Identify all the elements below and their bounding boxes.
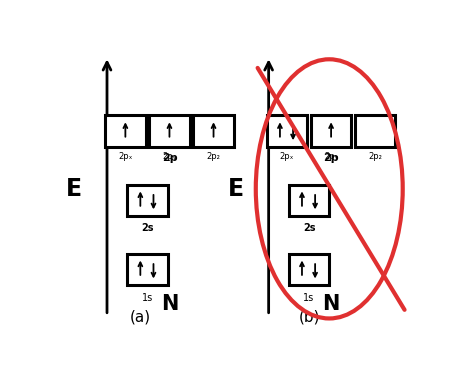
Text: 2s: 2s <box>141 223 154 233</box>
Text: E: E <box>66 177 82 201</box>
Bar <box>149 116 190 147</box>
Text: 2pᵧ: 2pᵧ <box>324 152 338 161</box>
Bar <box>311 116 351 147</box>
Text: 2p: 2p <box>323 153 339 163</box>
Text: 1s: 1s <box>303 292 315 303</box>
Bar <box>105 116 146 147</box>
Text: 2s: 2s <box>303 223 315 233</box>
Text: 2pₓ: 2pₓ <box>280 152 294 161</box>
Text: 2p: 2p <box>162 153 177 163</box>
Text: 1s: 1s <box>142 292 153 303</box>
Text: 2p₂: 2p₂ <box>368 152 382 161</box>
Text: (a): (a) <box>129 309 151 324</box>
Bar <box>289 254 329 285</box>
Text: 2p₂: 2p₂ <box>207 152 220 161</box>
Bar <box>355 116 395 147</box>
Bar <box>267 116 307 147</box>
Bar <box>289 184 329 216</box>
Bar <box>193 116 234 147</box>
Text: 2pᵧ: 2pᵧ <box>163 152 176 161</box>
Text: N: N <box>161 294 178 314</box>
Text: E: E <box>228 177 244 201</box>
Bar <box>127 184 168 216</box>
Text: N: N <box>322 294 340 314</box>
Text: (b): (b) <box>298 309 320 324</box>
Bar <box>127 254 168 285</box>
Text: 2pₓ: 2pₓ <box>118 152 133 161</box>
